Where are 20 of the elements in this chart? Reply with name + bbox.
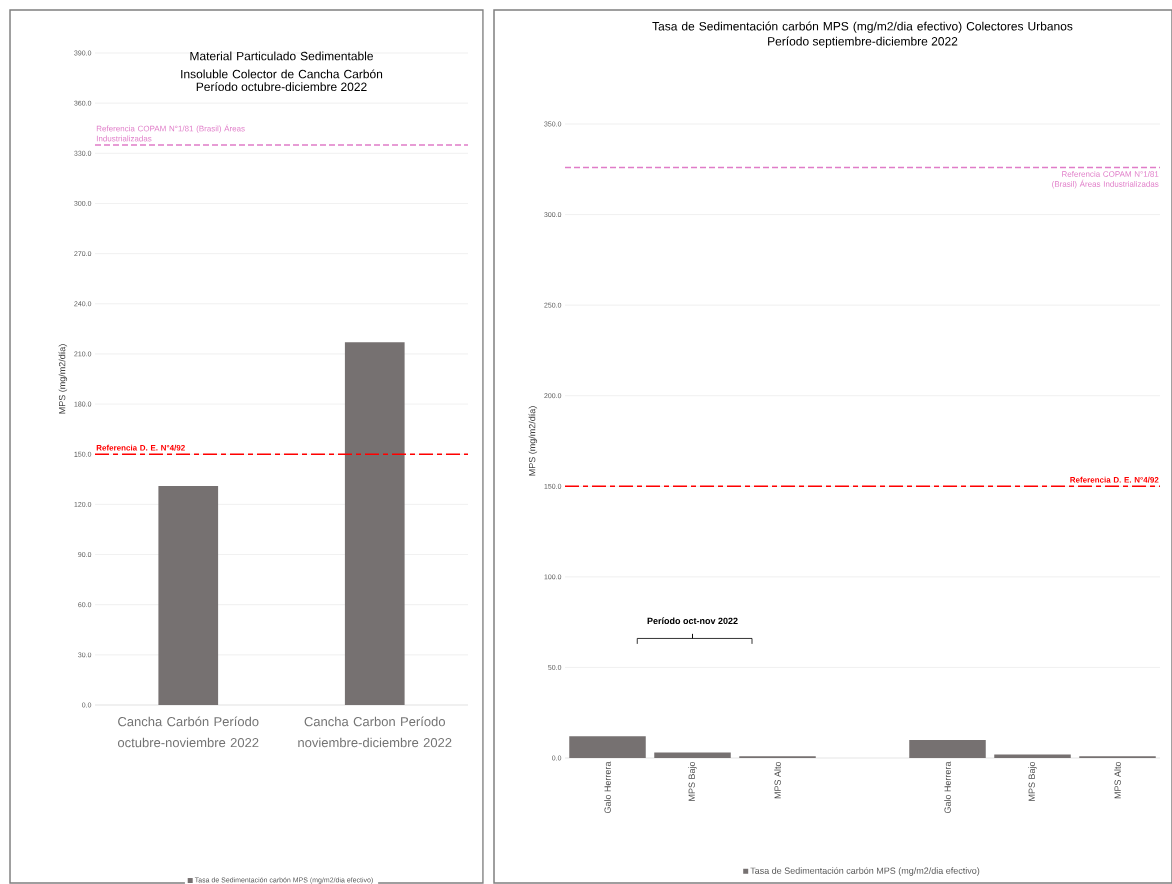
x-tick-label: Galo Herrera [604, 761, 611, 814]
x-tick-label: Cancha Carbón Período octubre-noviembre 2022 [117, 716, 259, 748]
chart-title: Tasa de Sedimentación carbón MPS (mg/m2/dia efectivo) Colectores Urbanos [652, 21, 1073, 33]
chart-subtitle: Período septiembre-diciembre 2022 [768, 36, 958, 48]
ref-line-label: Referencia COPAM N°1/81 (Brasil) Áreas Industrializadas [96, 124, 245, 142]
x-tick-label: MPS Bajo [1028, 761, 1037, 801]
y-axis-title: MPS (mg/m2/día) [58, 344, 68, 414]
annotation: Período oct-nov 2022 [647, 617, 738, 625]
ref-line-label: Referencia D. E. N°4/92 [1070, 476, 1159, 483]
ref-line-label: Referencia COPAM N°1/81 (Brasil) Áreas Industrializadas [1052, 171, 1159, 189]
ref-line-label: Referencia D. E. N°4/92 [96, 444, 185, 451]
legend-label: Tasa de Sedimentación carbón MPS (mg/m2/dia efectivo) [750, 867, 980, 876]
x-tick-label: MPS Alto [774, 761, 781, 799]
x-tick-label: MPS Bajo [688, 761, 697, 801]
chart-title: Material Particulado Sedimentable Insoluble Colector de Cancha Carbón [181, 51, 383, 79]
y-axis-title: MPS (mg/m2/día) [528, 406, 538, 476]
x-tick-label: MPS Alto [1114, 761, 1121, 799]
text: Período octubre-diciembre 2022 [196, 82, 367, 92]
x-tick-label: Cancha Carbon Período noviembre-diciembre 2022 [298, 716, 452, 748]
x-tick-label: Galo Herrera [944, 761, 951, 814]
